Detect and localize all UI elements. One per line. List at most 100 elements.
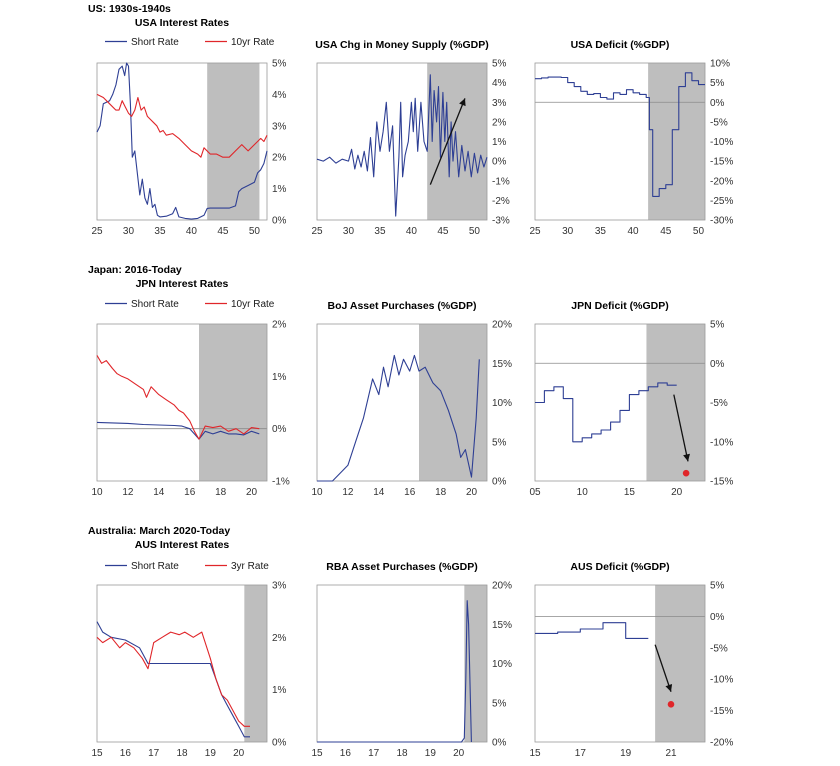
annotation-arrow	[654, 644, 673, 692]
legend-item-2: 10yr Rate	[205, 299, 275, 310]
x-tick-label: 45	[217, 226, 229, 237]
y-tick-label: 0%	[710, 98, 725, 109]
series-line-short-rate	[96, 621, 250, 738]
y-tick-label: 4%	[492, 78, 507, 89]
arrow-head	[459, 98, 466, 107]
x-tick-label: 15	[529, 748, 541, 759]
y-tick-label: 0%	[710, 612, 725, 623]
x-tick-label: 45	[437, 226, 449, 237]
y-tick-label: 0%	[710, 359, 725, 370]
x-tick-label: 17	[148, 748, 160, 759]
x-tick-label: 30	[343, 226, 355, 237]
projection-point	[667, 701, 675, 708]
y-tick-label: -15%	[710, 706, 733, 717]
x-tick-label: 20	[246, 487, 258, 498]
y-tick-label: 2%	[272, 320, 287, 331]
x-tick-label: 40	[186, 226, 198, 237]
annotation-arrow	[673, 394, 690, 462]
panel-title: USA Interest Rates	[135, 17, 229, 29]
panel-8: RBA Asset Purchases (%GDP) 15 16 17 18 19 20 0%…	[311, 561, 512, 759]
section-title-japan: Japan: 2016-Today	[88, 264, 182, 276]
x-tick-label: 16	[120, 748, 132, 759]
plot-frame	[534, 62, 706, 221]
panel-title: USA Deficit (%GDP)	[571, 39, 670, 51]
series-line-10yr-rate	[96, 93, 268, 158]
series-line-1	[535, 622, 649, 639]
arrow-shaft	[654, 644, 672, 692]
x-tick-label: 05	[529, 487, 541, 498]
shaded-period	[648, 63, 705, 220]
y-tick-label: 3%	[272, 121, 287, 132]
x-tick-label: 19	[620, 748, 632, 759]
x-tick-label: 35	[595, 226, 607, 237]
x-tick-label: 17	[368, 748, 380, 759]
x-tick-label: 16	[184, 487, 196, 498]
y-tick-label: 3%	[492, 98, 507, 109]
shaded-period	[244, 585, 267, 742]
legend-item-1: Short Rate	[105, 37, 179, 48]
annotation-arrow	[429, 98, 466, 185]
y-tick-label: 2%	[272, 153, 287, 164]
x-tick-label: 19	[205, 748, 217, 759]
y-tick-label: 4%	[272, 90, 287, 101]
series-line-1	[317, 600, 472, 743]
x-tick-label: 30	[562, 226, 574, 237]
x-tick-label: 40	[628, 226, 640, 237]
x-tick-label: 12	[122, 487, 134, 498]
y-tick-label: 2%	[272, 633, 287, 644]
plot-frame	[96, 62, 268, 221]
y-tick-label: 5%	[272, 59, 287, 70]
section-title-us: US: 1930s-1940s	[88, 3, 171, 15]
plot-frame	[316, 584, 488, 743]
x-tick-label: 25	[311, 226, 323, 237]
panel-1: USA Interest Rates Short Rate 10yr Rate 25 3…	[91, 17, 286, 237]
legend-label: Short Rate	[131, 561, 179, 572]
legend-label: Short Rate	[131, 299, 179, 310]
x-tick-label: 40	[406, 226, 418, 237]
x-tick-label: 10	[577, 487, 589, 498]
shaded-period	[427, 63, 487, 220]
shaded-period	[419, 324, 487, 481]
series-line-1	[317, 354, 480, 482]
projection-point	[682, 469, 690, 477]
y-tick-label: 20%	[492, 320, 512, 331]
x-tick-label: 21	[665, 748, 677, 759]
y-tick-label: 1%	[272, 685, 287, 696]
legend-item-2: 10yr Rate	[205, 37, 275, 48]
arrow-head	[683, 453, 690, 462]
x-tick-label: 20	[233, 748, 245, 759]
x-tick-label: 50	[693, 226, 705, 237]
x-tick-label: 10	[311, 487, 323, 498]
y-tick-label: -10%	[710, 675, 733, 686]
panel-7: AUS Interest Rates Short Rate 3yr Rate 15 16…	[91, 539, 286, 759]
panel-title: USA Chg in Money Supply (%GDP)	[315, 39, 488, 51]
plot-frame	[316, 62, 488, 221]
x-tick-label: 10	[91, 487, 103, 498]
x-tick-label: 19	[425, 748, 437, 759]
plot-frame	[96, 323, 268, 482]
x-tick-label: 25	[529, 226, 541, 237]
x-tick-label: 17	[575, 748, 587, 759]
panel-2: USA Chg in Money Supply (%GDP) 25 30 35 40 45…	[311, 39, 509, 237]
y-tick-label: 15%	[492, 620, 512, 631]
y-tick-label: -20%	[710, 738, 733, 749]
y-tick-label: 1%	[272, 372, 287, 383]
x-tick-label: 15	[624, 487, 636, 498]
x-tick-label: 20	[466, 487, 478, 498]
plot-frame	[316, 323, 488, 482]
y-tick-label: 1%	[272, 184, 287, 195]
x-tick-label: 12	[342, 487, 354, 498]
shaded-period	[207, 63, 260, 220]
y-tick-label: 0%	[492, 157, 507, 168]
y-tick-label: -25%	[710, 196, 733, 207]
x-tick-label: 20	[671, 487, 683, 498]
series-line-1	[535, 382, 677, 443]
y-tick-label: -10%	[710, 137, 733, 148]
plot-frame	[96, 584, 268, 743]
y-tick-label: 1%	[492, 137, 507, 148]
panel-title: JPN Deficit (%GDP)	[571, 300, 668, 312]
x-tick-label: 20	[453, 748, 465, 759]
panel-title: AUS Interest Rates	[135, 539, 230, 551]
series-line-1	[316, 74, 488, 217]
